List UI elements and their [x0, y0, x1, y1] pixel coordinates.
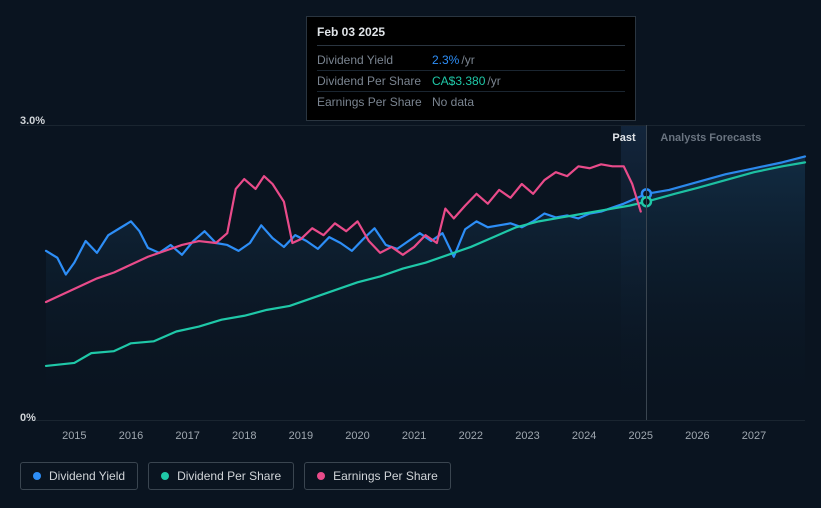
x-axis-label: 2015	[62, 430, 86, 442]
x-axis-label: 2021	[402, 430, 426, 442]
tooltip-row-unit: /yr	[461, 53, 474, 67]
tooltip-row-label: Earnings Per Share	[317, 95, 432, 109]
tooltip-row-value: CA$3.380	[432, 74, 485, 88]
legend-item-dividend-per-share[interactable]: Dividend Per Share	[148, 462, 294, 490]
tooltip-row: Dividend Per ShareCA$3.380 /yr	[317, 71, 625, 92]
x-axis-label: 2020	[345, 430, 369, 442]
tooltip-row-value: 2.3%	[432, 53, 459, 67]
chart-tooltip: Feb 03 2025 Dividend Yield2.3% /yrDivide…	[306, 16, 636, 121]
tooltip-row: Earnings Per ShareNo data	[317, 92, 625, 112]
tooltip-row-unit: /yr	[487, 74, 500, 88]
x-axis-label: 2022	[459, 430, 483, 442]
legend-dot-icon	[317, 472, 325, 480]
x-axis-label: 2027	[742, 430, 766, 442]
tooltip-date: Feb 03 2025	[317, 25, 625, 46]
legend-label: Dividend Yield	[49, 469, 125, 483]
past-forecast-divider	[646, 125, 647, 420]
x-axis-label: 2019	[289, 430, 313, 442]
legend-item-earnings-per-share[interactable]: Earnings Per Share	[304, 462, 451, 490]
dividend-chart[interactable]: 3.0% 0% 2015 2016 2017 2018 2019 2020 2021 2022 20…	[0, 105, 821, 445]
x-axis-label: 2023	[515, 430, 539, 442]
legend-dot-icon	[33, 472, 41, 480]
tooltip-row-value: No data	[432, 95, 474, 109]
x-axis-label: 2025	[628, 430, 652, 442]
legend-item-dividend-yield[interactable]: Dividend Yield	[20, 462, 138, 490]
x-axis-label: 2018	[232, 430, 256, 442]
chart-legend: Dividend Yield Dividend Per Share Earnings…	[20, 462, 451, 490]
legend-dot-icon	[161, 472, 169, 480]
forecast-label: Analysts Forecasts	[660, 132, 761, 144]
tooltip-row: Dividend Yield2.3% /yr	[317, 50, 625, 71]
x-axis-label: 2026	[685, 430, 709, 442]
y-axis-label: 0%	[20, 412, 36, 424]
tooltip-row-label: Dividend Yield	[317, 53, 432, 67]
x-axis-label: 2016	[119, 430, 143, 442]
past-label: Past	[612, 132, 635, 144]
legend-label: Earnings Per Share	[333, 469, 438, 483]
x-axis-label: 2017	[175, 430, 199, 442]
tooltip-row-label: Dividend Per Share	[317, 74, 432, 88]
y-axis-label: 3.0%	[20, 115, 45, 127]
gridline	[20, 125, 805, 126]
gridline	[20, 420, 805, 421]
legend-label: Dividend Per Share	[177, 469, 281, 483]
x-axis-label: 2024	[572, 430, 596, 442]
